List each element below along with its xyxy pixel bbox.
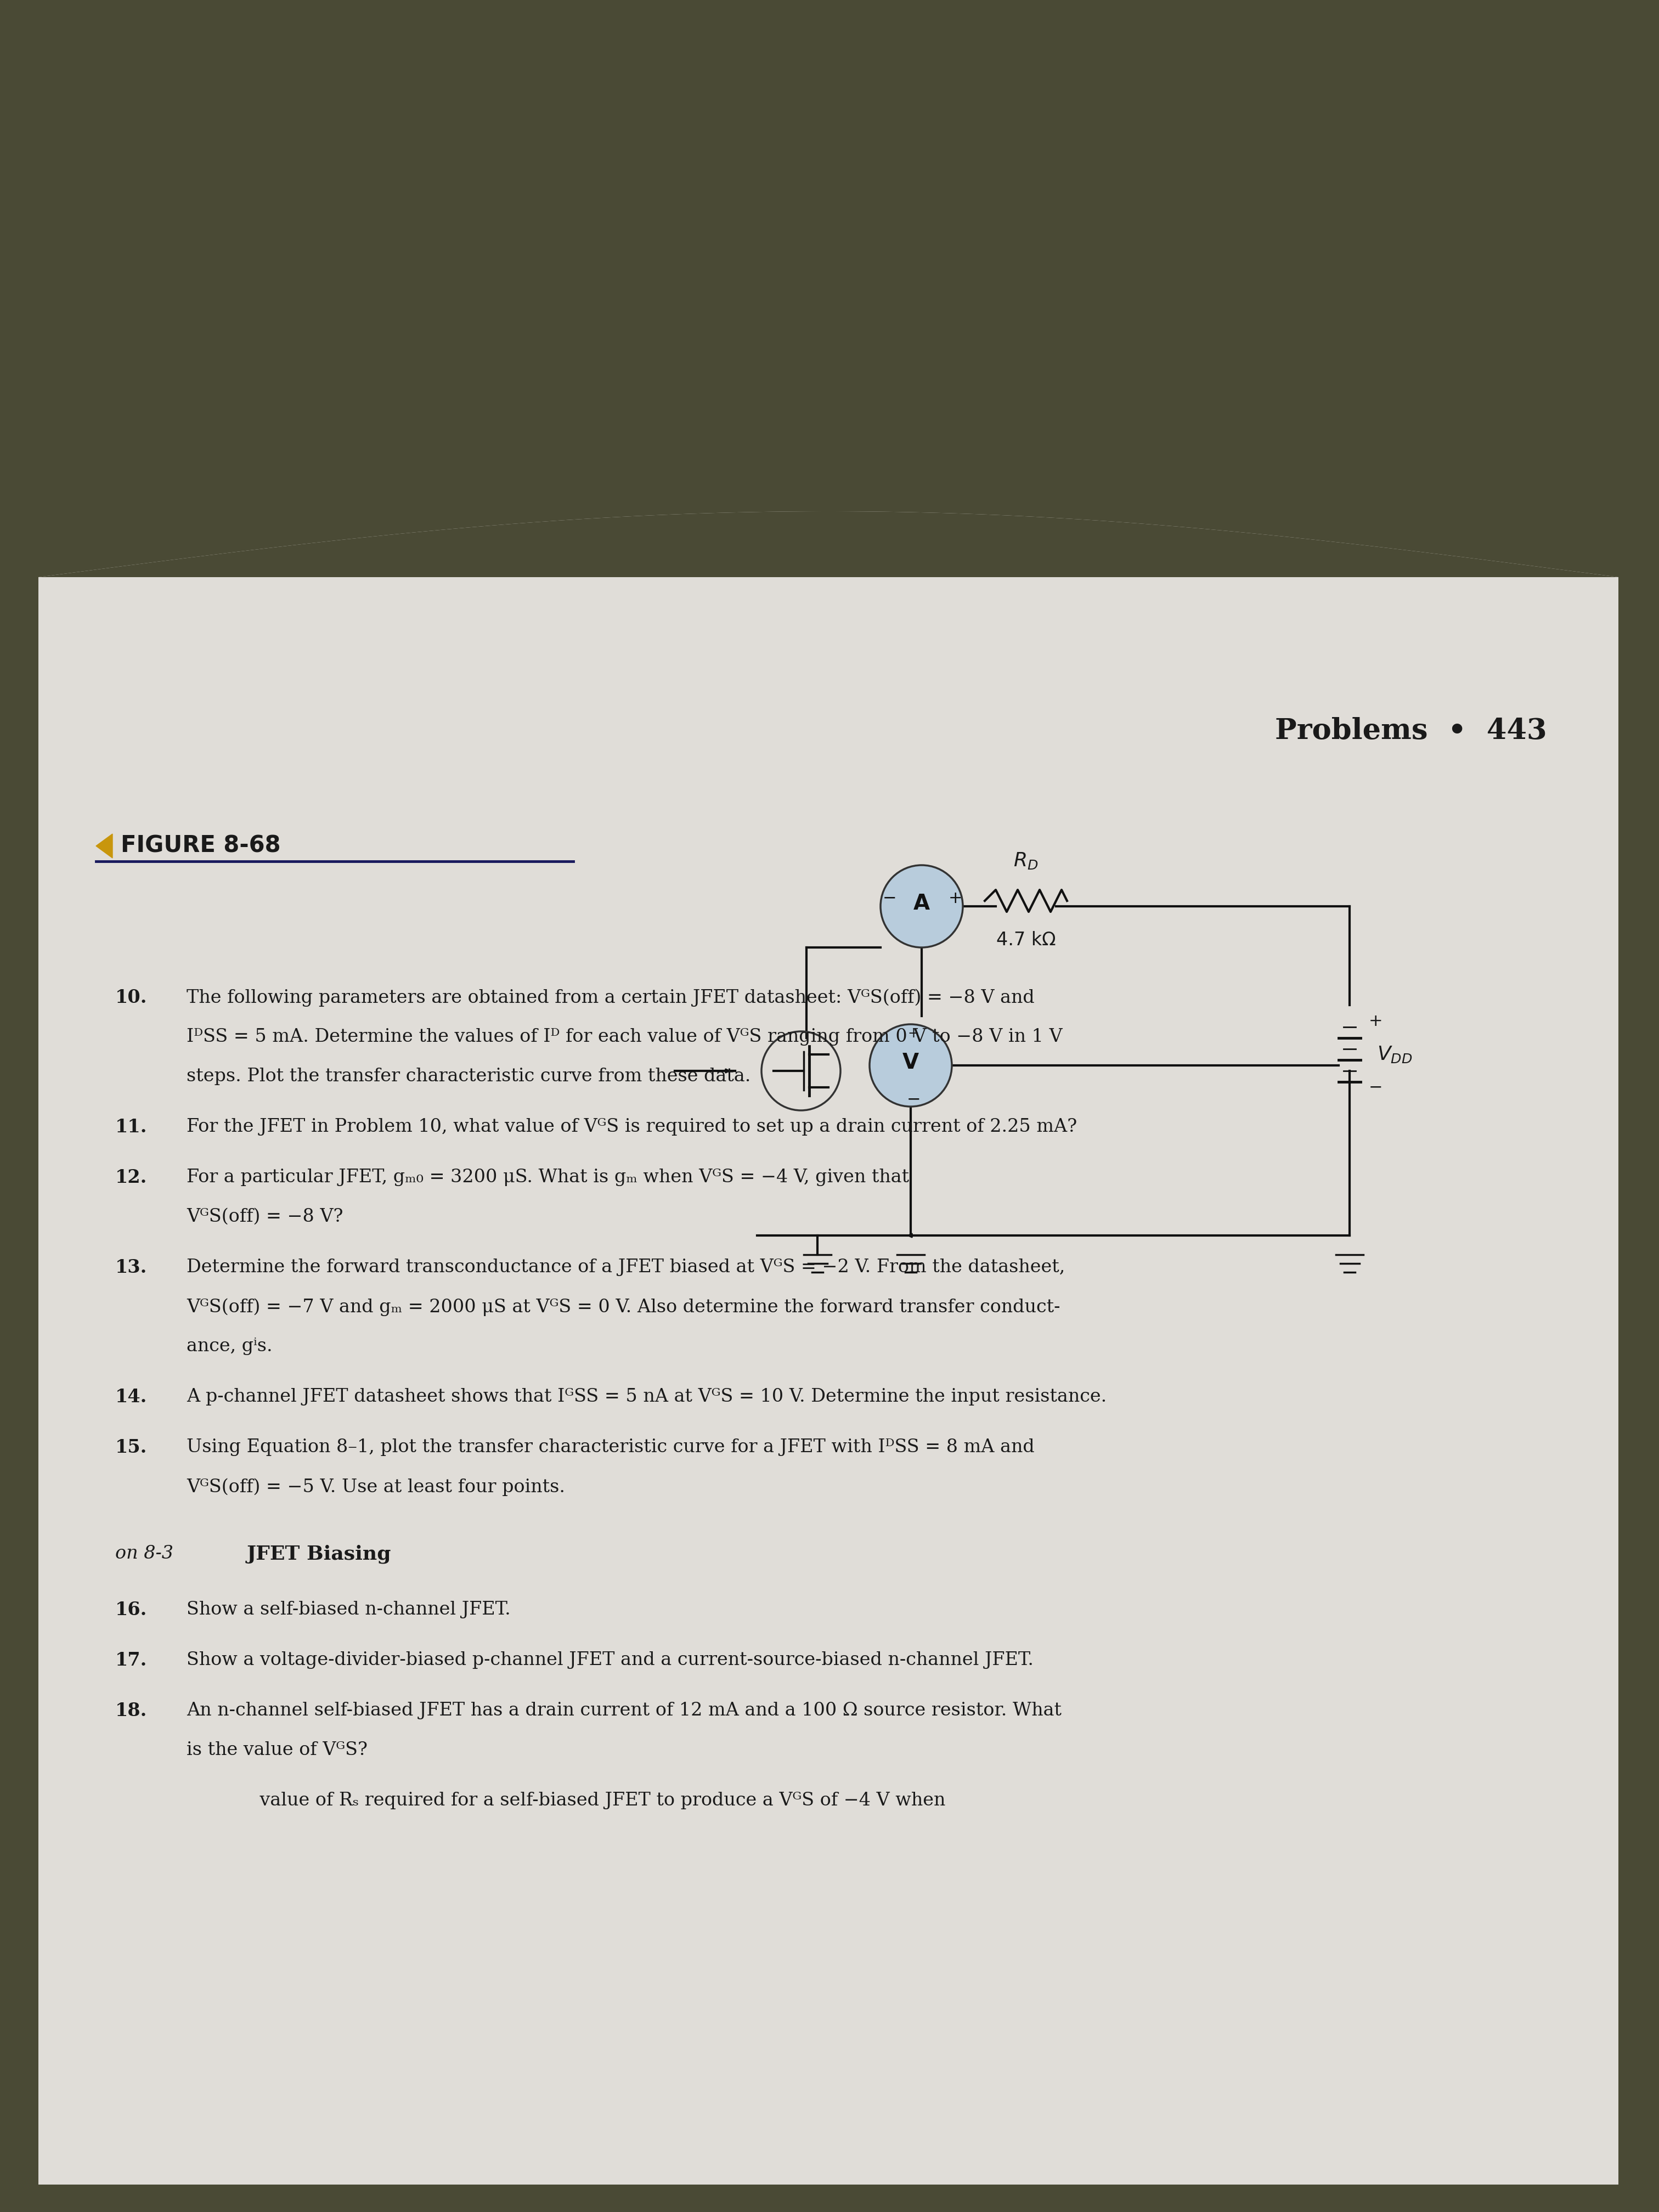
Text: 10.: 10. bbox=[114, 989, 148, 1006]
Text: 14.: 14. bbox=[114, 1387, 148, 1407]
Text: steps. Plot the transfer characteristic curve from these data.: steps. Plot the transfer characteristic … bbox=[186, 1068, 752, 1086]
Text: Show a voltage-divider-biased p-channel JFET and a current-source-biased n-chann: Show a voltage-divider-biased p-channel … bbox=[186, 1652, 1034, 1668]
Text: −: − bbox=[906, 1091, 921, 1108]
Text: The following parameters are obtained from a certain JFET datasheet: VᴳS(off) = : The following parameters are obtained fr… bbox=[186, 989, 1035, 1006]
Text: A p-channel JFET datasheet shows that IᴳSS = 5 nA at VᴳS = 10 V. Determine the i: A p-channel JFET datasheet shows that Iᴳ… bbox=[186, 1387, 1107, 1405]
Text: value of Rₛ required for a self-biased JFET to produce a VᴳS of −4 V when: value of Rₛ required for a self-biased J… bbox=[186, 1792, 946, 1809]
Text: V: V bbox=[902, 1053, 919, 1073]
Text: Using Equation 8–1, plot the transfer characteristic curve for a JFET with IᴰSS : Using Equation 8–1, plot the transfer ch… bbox=[186, 1438, 1035, 1455]
Polygon shape bbox=[96, 834, 113, 858]
Text: −: − bbox=[1369, 1079, 1382, 1095]
Text: is the value of VᴳS?: is the value of VᴳS? bbox=[186, 1741, 368, 1759]
Text: −: − bbox=[883, 889, 898, 907]
Text: Show a self-biased n-channel JFET.: Show a self-biased n-channel JFET. bbox=[186, 1601, 511, 1619]
Text: FIGURE 8-68: FIGURE 8-68 bbox=[121, 834, 280, 858]
Bar bbox=[1619, 0, 1659, 2185]
Text: on 8-3: on 8-3 bbox=[114, 1544, 173, 1562]
Circle shape bbox=[869, 1024, 952, 1106]
Text: 12.: 12. bbox=[114, 1168, 148, 1186]
Text: Problems  •  443: Problems • 443 bbox=[1276, 717, 1548, 745]
Text: For a particular JFET, gₘ₀ = 3200 μS. What is gₘ when VᴳS = −4 V, given that: For a particular JFET, gₘ₀ = 3200 μS. Wh… bbox=[186, 1168, 909, 1186]
Text: JFET Biasing: JFET Biasing bbox=[247, 1544, 392, 1564]
Text: IᴰSS = 5 mA. Determine the values of Iᴰ for each value of VᴳS ranging from 0 V t: IᴰSS = 5 mA. Determine the values of Iᴰ … bbox=[186, 1029, 1062, 1046]
Text: 4.7 kΩ: 4.7 kΩ bbox=[995, 931, 1055, 949]
Text: 16.: 16. bbox=[114, 1601, 148, 1619]
Text: 11.: 11. bbox=[114, 1117, 148, 1137]
Text: +: + bbox=[1369, 1013, 1384, 1029]
Text: +: + bbox=[949, 889, 962, 907]
Text: 18.: 18. bbox=[114, 1701, 148, 1721]
Circle shape bbox=[881, 865, 962, 947]
Polygon shape bbox=[38, 467, 1619, 577]
Text: For the JFET in Problem 10, what value of VᴳS is required to set up a drain curr: For the JFET in Problem 10, what value o… bbox=[186, 1117, 1077, 1135]
Text: 15.: 15. bbox=[114, 1438, 148, 1455]
Text: $V_{DD}$: $V_{DD}$ bbox=[1377, 1044, 1412, 1064]
Text: 13.: 13. bbox=[114, 1259, 148, 1276]
Polygon shape bbox=[38, 0, 1619, 577]
Text: $R_D$: $R_D$ bbox=[1014, 852, 1039, 872]
Text: An n-channel self-biased JFET has a drain current of 12 mA and a 100 Ω source re: An n-channel self-biased JFET has a drai… bbox=[186, 1701, 1062, 1719]
Text: VᴳS(off) = −7 V and gₘ = 2000 μS at VᴳS = 0 V. Also determine the forward transf: VᴳS(off) = −7 V and gₘ = 2000 μS at VᴳS … bbox=[186, 1298, 1060, 1316]
Text: A: A bbox=[914, 894, 931, 914]
Text: Determine the forward transconductance of a JFET biased at VᴳS = −2 V. From the : Determine the forward transconductance o… bbox=[186, 1259, 1065, 1276]
Text: VᴳS(off) = −8 V?: VᴳS(off) = −8 V? bbox=[186, 1208, 343, 1225]
Text: VᴳS(off) = −5 V. Use at least four points.: VᴳS(off) = −5 V. Use at least four point… bbox=[186, 1478, 566, 1495]
Bar bbox=[38, 577, 1619, 2185]
Text: ance, gⁱs.: ance, gⁱs. bbox=[186, 1338, 272, 1356]
Text: +: + bbox=[907, 1026, 919, 1040]
Text: 17.: 17. bbox=[114, 1652, 148, 1670]
